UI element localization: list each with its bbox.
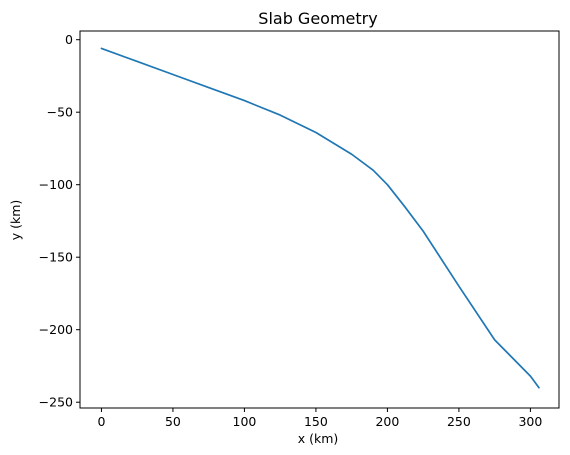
plot-area <box>100 47 540 389</box>
y-tick-label: −100 <box>39 177 73 192</box>
chart-title: Slab Geometry <box>258 9 377 28</box>
x-tick-label: 0 <box>97 414 105 429</box>
axis-ticks: 0 50 100 150 200 250 300 0 −50 −100 −150 −200 −250 <box>39 32 543 429</box>
y-tick-label: 0 <box>65 32 73 47</box>
x-tick-label: 300 <box>518 414 542 429</box>
x-tick-label: 250 <box>447 414 471 429</box>
x-tick-label: 100 <box>233 414 257 429</box>
y-tick-label: −250 <box>39 395 73 410</box>
y-tick-label: −200 <box>39 322 73 337</box>
x-tick-label: 150 <box>304 414 328 429</box>
x-axis-label: x (km) <box>298 431 339 446</box>
y-axis-label: y (km) <box>8 200 23 241</box>
y-tick-label: −50 <box>47 105 73 120</box>
series-line-0 <box>100 47 540 389</box>
axes-frame <box>79 30 560 409</box>
y-tick-label: −150 <box>39 250 73 265</box>
x-tick-label: 200 <box>375 414 399 429</box>
x-tick-label: 50 <box>165 414 181 429</box>
